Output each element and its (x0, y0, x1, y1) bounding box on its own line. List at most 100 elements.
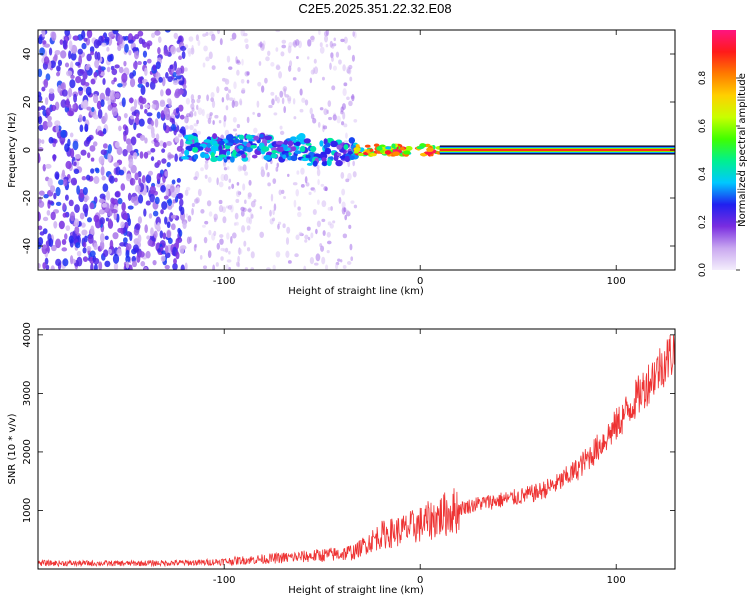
heatmap-cell (246, 79, 250, 84)
heatmap-cell (321, 76, 325, 81)
heatmap-cell (337, 258, 341, 262)
heatmap-cell (184, 67, 188, 72)
heatmap-cell (126, 143, 133, 154)
heatmap-cell (238, 134, 245, 140)
heatmap-cell (69, 132, 74, 138)
heatmap-cell (206, 113, 210, 120)
heatmap-cell (39, 47, 45, 56)
heatmap-cell (295, 189, 300, 197)
heatmap-cell (204, 220, 209, 225)
heatmap-cell (173, 258, 177, 265)
heatmap-cell (149, 193, 155, 203)
heatmap-cell (202, 62, 206, 68)
heatmap-cell (61, 169, 66, 178)
heatmap-cell (106, 66, 111, 73)
heatmap-cell (300, 167, 305, 175)
heatmap-cell (72, 103, 77, 110)
heatmap-cell (107, 143, 113, 154)
heatmap-cell (68, 50, 72, 60)
heatmap-cell (165, 187, 169, 198)
heatmap-cell (50, 265, 55, 270)
heatmap-cell (341, 103, 346, 111)
heatmap-cell (245, 43, 249, 50)
heatmap-cell (193, 244, 197, 252)
heatmap-cell (50, 244, 57, 252)
y-tick-label: 40 (22, 48, 33, 61)
heatmap-cell (177, 88, 184, 95)
heatmap-cell (53, 220, 58, 229)
heatmap-cell (106, 46, 110, 52)
heatmap-cell (81, 30, 86, 40)
heatmap-cell (196, 119, 199, 124)
heatmap-cell (210, 145, 219, 152)
heatmap-cell (259, 231, 265, 238)
heatmap-cell (325, 264, 329, 270)
heatmap-cell (324, 35, 329, 43)
heatmap-cell (197, 39, 201, 47)
heatmap-cell (312, 209, 317, 215)
heatmap-cell (265, 56, 270, 62)
heatmap-cell (306, 226, 311, 231)
heatmap-cell (176, 145, 183, 152)
heatmap-cell (304, 99, 309, 106)
spectrogram-marks (38, 30, 675, 270)
heatmap-cell (237, 248, 243, 255)
y-tick-label: 2000 (22, 439, 33, 464)
heatmap-cell (310, 113, 315, 120)
heatmap-cell (342, 88, 347, 97)
heatmap-cell (272, 178, 277, 184)
heatmap-cell (180, 126, 186, 136)
heatmap-cell (225, 264, 229, 270)
heatmap-cell (252, 111, 256, 115)
heatmap-cell (49, 60, 56, 69)
heatmap-cell (76, 250, 82, 257)
heatmap-cell (184, 189, 189, 197)
heatmap-cell (150, 227, 154, 237)
y-tick-label: 20 (22, 96, 33, 109)
heatmap-cell (246, 142, 251, 148)
heatmap-cell (320, 183, 325, 187)
heatmap-cell (272, 264, 276, 270)
heatmap-cell (38, 190, 45, 196)
heatmap-cell (73, 161, 77, 167)
heatmap-cell (237, 255, 240, 263)
heatmap-cell (298, 231, 303, 237)
heatmap-cell (248, 217, 253, 225)
heatmap-cell (164, 216, 168, 225)
heatmap-cell (219, 238, 224, 245)
heatmap-cell (104, 235, 109, 241)
heatmap-cell (253, 127, 258, 134)
heatmap-cell (225, 134, 234, 141)
heatmap-cell (319, 46, 325, 54)
heatmap-cell (111, 106, 118, 117)
spectrogram-ylabel: Frequency (Hz) (7, 112, 18, 188)
heatmap-cell (76, 256, 83, 267)
heatmap-cell (93, 242, 98, 251)
heatmap-cell (207, 250, 212, 259)
heatmap-cell (146, 42, 151, 50)
heatmap-cell (175, 251, 180, 260)
heatmap-cell (232, 149, 237, 157)
heatmap-cell (221, 97, 225, 103)
heatmap-cell (44, 43, 51, 48)
heatmap-cell (245, 135, 253, 140)
heatmap-cell (86, 53, 92, 62)
heatmap-cell (208, 51, 213, 60)
heatmap-cell (348, 224, 352, 230)
heatmap-cell (267, 182, 271, 187)
heatmap-cell (83, 197, 88, 203)
heatmap-cell (127, 218, 131, 226)
colorbar-tick-label: 0.2 (698, 215, 708, 229)
heatmap-cell (330, 140, 338, 148)
heatmap-cell (176, 185, 181, 194)
heatmap-cell (150, 120, 154, 127)
heatmap-cell (187, 47, 192, 55)
heatmap-cell (45, 73, 51, 81)
heatmap-cell (297, 206, 301, 211)
heatmap-cell (64, 233, 68, 240)
heatmap-cell (283, 106, 287, 114)
heatmap-cell (246, 71, 250, 76)
heatmap-cell (170, 223, 176, 231)
heatmap-cell (178, 104, 184, 112)
heatmap-cell (117, 227, 124, 233)
